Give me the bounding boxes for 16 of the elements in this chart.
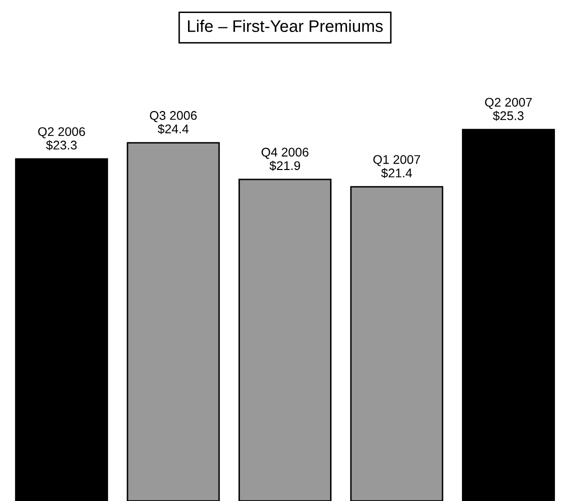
chart-title: Life – First-Year Premiums xyxy=(188,20,383,32)
bar xyxy=(15,158,108,501)
bar xyxy=(350,186,444,501)
data-label: $23.3 xyxy=(46,140,77,150)
data-label: $21.9 xyxy=(269,160,300,171)
x-tick-label: Q3 2006 xyxy=(150,111,197,122)
bar xyxy=(462,128,555,501)
bar xyxy=(238,178,332,501)
x-tick-label: Q1 2007 xyxy=(373,155,420,166)
data-label: $24.4 xyxy=(158,124,189,134)
bar xyxy=(126,142,220,501)
data-label: $25.3 xyxy=(492,110,524,121)
x-tick-label: Q2 2006 xyxy=(38,127,85,138)
x-tick-label: Q2 2007 xyxy=(485,98,532,109)
x-tick-label: Q4 2006 xyxy=(262,148,308,159)
data-label: $21.4 xyxy=(381,168,412,178)
